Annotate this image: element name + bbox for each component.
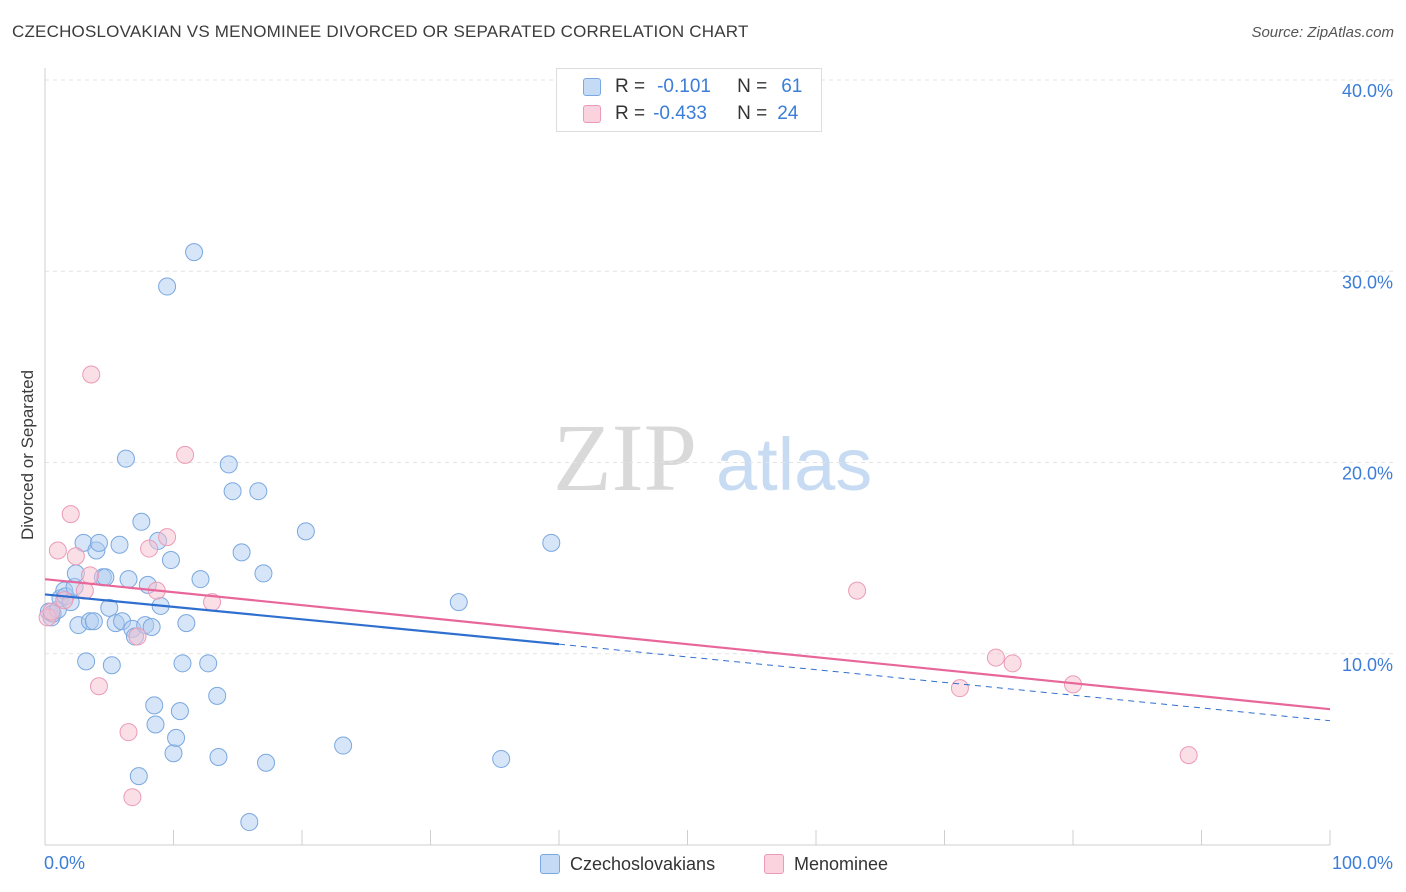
data-point-czechoslovakians xyxy=(240,813,259,832)
bottom-legend-czechoslovakians: Czechoslovakians xyxy=(540,852,715,876)
data-point-menominee xyxy=(1003,654,1022,673)
grid-lines xyxy=(45,79,1395,655)
data-points xyxy=(38,243,1198,832)
data-point-czechoslovakians xyxy=(77,652,96,671)
data-point-czechoslovakians xyxy=(209,748,228,767)
data-point-czechoslovakians xyxy=(158,277,177,296)
chart-title: CZECHOSLOVAKIAN VS MENOMINEE DIVORCED OR… xyxy=(12,22,749,41)
data-point-czechoslovakians xyxy=(102,656,121,675)
bottom-legend-swatch-pink xyxy=(764,854,784,874)
axes xyxy=(44,68,1331,846)
legend-n-label: N = xyxy=(737,76,768,97)
data-point-menominee xyxy=(48,541,67,560)
data-point-menominee xyxy=(80,566,99,585)
data-point-menominee xyxy=(1179,746,1198,765)
data-point-czechoslovakians xyxy=(164,744,183,763)
data-point-menominee xyxy=(128,627,147,646)
data-point-czechoslovakians xyxy=(191,570,210,589)
data-point-czechoslovakians xyxy=(129,767,148,786)
watermark: ZIP atlas xyxy=(553,404,872,511)
data-point-czechoslovakians xyxy=(296,522,315,541)
data-point-czechoslovakians xyxy=(161,551,180,570)
data-point-czechoslovakians xyxy=(223,482,242,501)
y-tick-label: 30.0% xyxy=(1342,272,1393,292)
correlation-legend: R = -0.101 N = 61 R = -0.433 N = 24 xyxy=(556,68,822,132)
data-point-menominee xyxy=(140,539,159,558)
data-point-menominee xyxy=(61,505,80,524)
legend-n-value: 24 xyxy=(777,103,799,124)
y-axis-label: Divorced or Separated xyxy=(18,369,37,541)
data-point-czechoslovakians xyxy=(449,593,468,612)
data-point-czechoslovakians xyxy=(492,749,511,768)
legend-r-value: -0.433 xyxy=(653,103,707,124)
legend-r-label: R = xyxy=(615,103,646,124)
data-point-czechoslovakians xyxy=(185,243,204,262)
legend-r-label: R = xyxy=(615,76,646,97)
legend-swatch-pink xyxy=(583,105,601,123)
data-point-czechoslovakians xyxy=(89,533,108,552)
data-point-czechoslovakians xyxy=(173,654,192,673)
data-point-czechoslovakians xyxy=(177,614,196,633)
y-tick-label: 20.0% xyxy=(1342,464,1393,484)
trend-line-menominee xyxy=(44,578,1331,711)
bottom-legend-label: Menominee xyxy=(794,853,889,874)
data-point-czechoslovakians xyxy=(170,702,189,721)
data-point-czechoslovakians xyxy=(110,535,129,554)
legend-r-value: -0.101 xyxy=(657,76,711,97)
data-point-menominee xyxy=(89,677,108,696)
legend-row-menominee: R = -0.433 N = 24 xyxy=(583,103,798,125)
data-point-czechoslovakians xyxy=(257,753,276,772)
data-point-menominee xyxy=(42,602,61,621)
legend-n-value: 61 xyxy=(781,76,803,97)
data-point-menominee xyxy=(119,723,138,742)
trend-lines xyxy=(44,578,1331,722)
x-tick-label: 100.0% xyxy=(1332,853,1393,873)
data-point-czechoslovakians xyxy=(208,686,227,705)
y-tick-label: 40.0% xyxy=(1342,81,1393,101)
data-point-czechoslovakians xyxy=(199,654,218,673)
trend-line-czechoslovakians xyxy=(44,593,560,646)
data-point-czechoslovakians xyxy=(249,482,268,501)
data-point-menominee xyxy=(66,547,85,566)
data-point-czechoslovakians xyxy=(119,570,138,589)
bottom-legend-label: Czechoslovakians xyxy=(570,853,716,874)
data-point-menominee xyxy=(950,679,969,698)
data-point-czechoslovakians xyxy=(542,533,561,552)
data-point-czechoslovakians xyxy=(146,715,165,734)
data-point-menominee xyxy=(986,648,1005,667)
data-point-czechoslovakians xyxy=(96,568,115,587)
x-tick-label: 0.0% xyxy=(44,853,85,873)
legend-swatch-blue xyxy=(583,78,601,96)
data-point-menominee xyxy=(848,581,867,600)
legend-n-label: N = xyxy=(737,103,768,124)
bottom-legend-swatch-blue xyxy=(540,854,560,874)
data-point-czechoslovakians xyxy=(84,612,103,631)
data-point-czechoslovakians xyxy=(145,696,164,715)
data-point-menominee xyxy=(158,528,177,547)
bottom-legend-menominee: Menominee xyxy=(764,852,888,876)
data-point-menominee xyxy=(82,365,101,384)
data-point-menominee xyxy=(176,445,195,464)
data-point-czechoslovakians xyxy=(132,512,151,531)
y-tick-label: 10.0% xyxy=(1342,655,1393,675)
data-point-czechoslovakians xyxy=(167,728,186,747)
tick-labels: 10.0% 20.0% 30.0% 40.0% 0.0% 100.0% xyxy=(44,81,1393,873)
data-point-czechoslovakians xyxy=(100,598,119,617)
legend-row-czechoslovakians: R = -0.101 N = 61 xyxy=(583,76,802,98)
watermark-atlas: atlas xyxy=(716,423,872,506)
data-point-czechoslovakians xyxy=(116,449,135,468)
data-point-czechoslovakians xyxy=(254,564,273,583)
data-point-czechoslovakians xyxy=(142,617,161,636)
trend-line-czechoslovakians-extension xyxy=(558,643,1331,722)
data-point-czechoslovakians xyxy=(232,543,251,562)
data-point-czechoslovakians xyxy=(334,736,353,755)
source-label: Source: ZipAtlas.com xyxy=(1251,24,1394,41)
data-point-menominee xyxy=(123,788,142,807)
data-point-czechoslovakians xyxy=(219,455,238,474)
watermark-zip: ZIP xyxy=(553,404,697,511)
